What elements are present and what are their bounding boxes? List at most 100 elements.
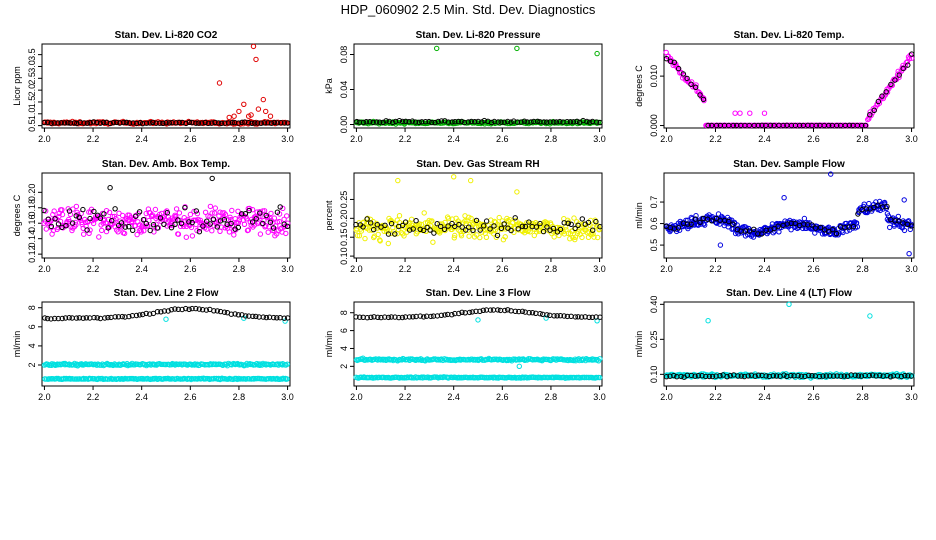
data-point (473, 217, 480, 224)
data-point (907, 52, 913, 58)
x-tick-label: 2.8 (233, 264, 246, 274)
data-point (703, 373, 709, 380)
data-point (894, 373, 901, 379)
data-point (575, 314, 581, 320)
data-point (364, 216, 370, 222)
data-point (281, 216, 287, 223)
x-tick-label: 2.0 (660, 392, 673, 402)
data-point (401, 233, 407, 239)
data-point (357, 314, 363, 320)
y-tick-label: 0.000 (649, 114, 659, 137)
x-tick-label: 3.0 (593, 392, 606, 402)
data-point (459, 224, 465, 230)
data-point (817, 224, 824, 231)
data-point (884, 203, 890, 210)
data-point (550, 225, 557, 232)
x-tick-label: 3.0 (905, 264, 918, 274)
data-point (557, 226, 564, 233)
data-point (846, 122, 853, 129)
data-point (121, 119, 127, 126)
plot-frame (41, 172, 291, 259)
x-tick-label: 3.0 (905, 392, 918, 402)
data-point (494, 232, 501, 239)
chart-panel: Stan. Dev. Line 4 (LT) Flow 2.0 2.2 2.4 2.6 2… (634, 288, 918, 402)
data-point (163, 361, 169, 368)
data-point (271, 119, 277, 126)
data-point (143, 120, 150, 126)
data-point (491, 223, 497, 229)
data-point (455, 118, 462, 125)
data-point (250, 313, 256, 319)
data-point (222, 211, 229, 218)
data-point (490, 307, 497, 313)
x-tick-label: 2.4 (135, 264, 148, 274)
data-point (680, 71, 686, 77)
data-point (797, 122, 803, 129)
data-point (755, 372, 762, 378)
data-point (689, 79, 695, 85)
data-point (161, 308, 168, 314)
data-point (402, 219, 409, 225)
data-point (867, 313, 873, 319)
data-point (515, 226, 521, 232)
plot-frame (663, 172, 915, 259)
data-point (112, 206, 118, 212)
data-point (260, 220, 266, 227)
data-point (497, 307, 504, 314)
data-series (663, 372, 915, 380)
data-point (773, 373, 780, 379)
data-point (410, 314, 416, 320)
data-point (173, 120, 179, 126)
data-point (537, 311, 543, 317)
data-point (284, 223, 291, 230)
data-point (285, 220, 291, 226)
data-point (551, 313, 557, 319)
data-point (706, 373, 713, 380)
data-point (178, 220, 185, 227)
data-point (798, 373, 804, 379)
panel-title: Stan. Dev. Line 3 Flow (426, 288, 531, 299)
data-point (717, 373, 723, 379)
data-point (826, 122, 832, 129)
data-point (52, 216, 58, 222)
data-point (172, 306, 178, 312)
data-series (353, 45, 603, 127)
data-point (867, 112, 873, 118)
data-point (792, 220, 798, 227)
x-tick-label: 2.6 (496, 264, 509, 274)
data-point (788, 372, 794, 379)
panel-title: Stan. Dev. Li-820 Pressure (416, 30, 541, 41)
x-tick-label: 2.4 (758, 392, 771, 402)
data-point (196, 306, 203, 312)
data-point (568, 221, 574, 228)
data-point (175, 217, 181, 223)
data-point (166, 120, 173, 126)
data-series (353, 315, 603, 369)
data-point (501, 221, 507, 227)
data-point (442, 312, 448, 318)
data-point (888, 81, 894, 88)
data-point (456, 227, 462, 233)
data-point (59, 211, 66, 218)
data-point (232, 311, 238, 317)
data-point (871, 107, 877, 114)
data-point (392, 231, 398, 237)
data-point (202, 119, 208, 126)
data-point (263, 314, 270, 321)
data-point (254, 209, 260, 215)
data-point (136, 209, 143, 215)
data-point (830, 373, 837, 379)
data-series (663, 51, 915, 129)
data-point (567, 236, 573, 242)
data-point (565, 220, 571, 227)
x-tick-label: 2.6 (496, 392, 509, 402)
data-point (589, 314, 596, 320)
data-point (364, 315, 370, 321)
data-point (502, 307, 508, 314)
data-point (267, 219, 274, 225)
data-point (87, 209, 94, 215)
data-point (274, 209, 281, 215)
data-point (477, 227, 483, 233)
panel-title: Stan. Dev. Line 4 (LT) Flow (726, 288, 852, 299)
data-point (79, 219, 85, 226)
